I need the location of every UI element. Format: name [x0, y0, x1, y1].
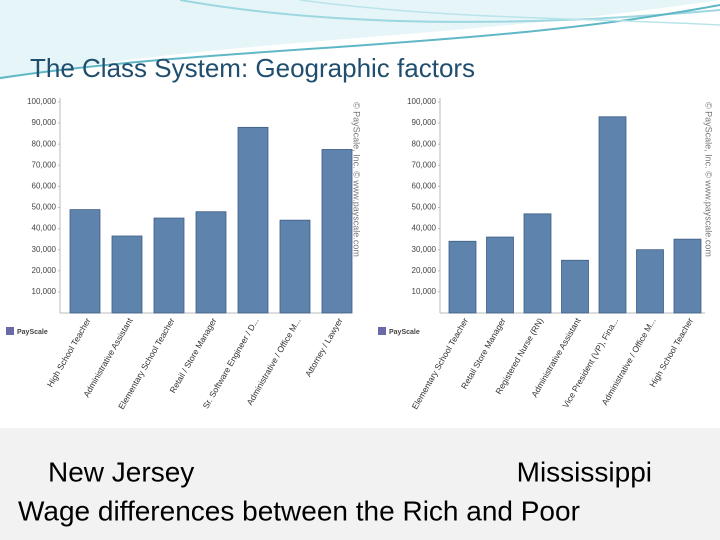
bar	[598, 116, 627, 314]
y-tick-label: 50,000	[412, 203, 437, 212]
decor	[179, 0, 720, 23]
decor	[299, 0, 720, 26]
y-tick-label: 100,000	[407, 97, 436, 106]
bar	[636, 249, 664, 314]
y-tick-label: 30,000	[412, 245, 437, 254]
y-tick-label: 60,000	[412, 182, 437, 191]
bar	[153, 217, 185, 314]
logo: PayScale	[389, 329, 420, 336]
bar	[486, 236, 514, 314]
y-tick-label: 70,000	[412, 160, 437, 169]
watermark: © PayScale, Inc. © www.payscale.com	[352, 102, 362, 257]
y-tick-label: 50,000	[32, 203, 57, 212]
y-tick-label: 20,000	[32, 266, 57, 275]
y-tick-label: 40,000	[32, 224, 57, 233]
y-tick-label: 10,000	[32, 287, 57, 296]
bar	[237, 126, 269, 314]
y-tick-label: 90,000	[412, 118, 437, 127]
y-tick-label: 90,000	[32, 118, 57, 127]
slide-title: The Class System: Geographic factors	[30, 53, 475, 83]
bar	[523, 213, 552, 314]
y-tick-label: 100,000	[27, 97, 56, 106]
y-tick-label: 30,000	[32, 245, 57, 254]
watermark: © PayScale, Inc. © www.payscale.com	[704, 102, 714, 257]
y-tick-label: 80,000	[32, 139, 57, 148]
y-tick-label: 20,000	[412, 266, 437, 275]
caption: Mississippi	[517, 456, 652, 487]
caption: Wage differences between the Rich and Po…	[18, 495, 580, 526]
logo: PayScale	[17, 329, 48, 336]
bar	[279, 219, 311, 314]
caption: New Jersey	[48, 456, 194, 487]
bar	[195, 211, 227, 314]
logo-icon	[6, 327, 14, 335]
bar	[321, 149, 353, 314]
y-tick-label: 10,000	[412, 287, 437, 296]
bar	[561, 259, 589, 314]
logo-icon	[378, 327, 386, 335]
caption-area	[0, 428, 720, 540]
y-tick-label: 40,000	[412, 224, 437, 233]
bar	[111, 235, 143, 314]
y-tick-label: 60,000	[32, 182, 57, 191]
y-tick-label: 80,000	[412, 139, 437, 148]
y-tick-label: 70,000	[32, 160, 57, 169]
bar	[673, 238, 702, 314]
bar	[69, 209, 101, 314]
bar	[448, 240, 477, 314]
